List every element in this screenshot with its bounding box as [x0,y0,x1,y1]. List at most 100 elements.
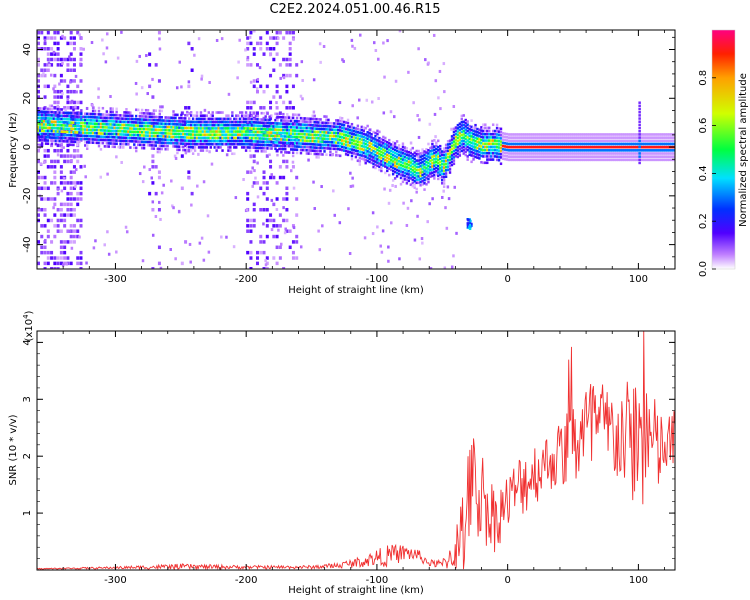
heatmap-cell [582,145,585,149]
heatmap-cell [460,149,463,153]
heatmap-cell [642,142,646,146]
heatmap-cell [115,155,118,159]
heatmap-cell [38,129,42,132]
heatmap-cell [350,145,354,148]
heatmap-cell [244,139,248,143]
heatmap-cell [372,162,375,166]
heatmap-cell [648,152,652,155]
heatmap-cell [189,142,193,146]
heatmap-cell [621,142,624,146]
heatmap-cell [331,128,334,131]
heatmap-cell [87,125,91,128]
heatmap-cell [427,174,430,177]
heatmap-cell [482,155,485,158]
heatmap-cell [146,109,150,112]
heatmap-cell [72,140,75,144]
heatmap-cell [164,122,167,126]
heatmap-cell [464,125,467,128]
heatmap-cell [552,149,556,152]
heatmap-cell [40,110,44,114]
heatmap-cell [276,137,279,141]
heatmap-cell [452,254,455,258]
heatmap-cell [91,122,95,125]
heatmap-cell [356,124,360,128]
heatmap-cell [221,133,224,137]
heatmap-cell [262,181,266,185]
heatmap-cell [119,123,122,127]
heatmap-cell [288,125,291,129]
heatmap-cell [368,157,371,161]
heatmap-cell [646,155,650,158]
heatmap-cell [138,127,142,131]
heatmap-cell [467,218,470,222]
heatmap-cell [305,129,309,133]
heatmap-cell [405,166,409,169]
heatmap-cell [629,139,632,143]
heatmap-cell [448,164,452,168]
heatmap-cell [152,121,156,125]
heatmap-cell [435,170,438,173]
heatmap-cell [321,153,324,156]
heatmap-cell [490,136,493,139]
heatmap-cell [611,158,614,162]
heatmap-cell [354,139,358,143]
heatmap-cell [272,125,275,128]
heatmap-cell [358,156,362,160]
heatmap-cell [52,110,56,114]
heatmap-cell [76,256,80,260]
heatmap-cell [78,235,81,239]
heatmap-cell [170,132,173,135]
heatmap-cell [417,168,420,172]
heatmap-cell [201,130,205,133]
heatmap-cell [509,136,513,139]
heatmap-cell [256,143,260,147]
heatmap-cell [580,136,583,139]
heatmap-cell [178,120,181,123]
heatmap-cell [180,135,183,139]
heatmap-cell [156,128,160,132]
x-tick-label: -200 [235,575,258,586]
heatmap-cell [395,159,399,162]
heatmap-cell [276,118,279,122]
heatmap-cell [50,165,54,169]
heatmap-cell [590,149,593,152]
heatmap-cell [40,129,44,133]
heatmap-cell [121,136,124,139]
heatmap-cell [278,111,282,115]
heatmap-cell [429,169,432,172]
heatmap-cell [53,213,57,217]
heatmap-cell [215,120,218,124]
heatmap-cell [158,134,161,138]
heatmap-cell [642,149,646,152]
heatmap-cell [62,117,65,121]
heatmap-cell [87,122,91,125]
heatmap-cell [562,155,565,158]
heatmap-cell [235,139,238,143]
heatmap-cell [265,207,269,212]
heatmap-cell [421,173,424,177]
heatmap-cell [256,121,260,124]
heatmap-cell [519,152,522,155]
heatmap-cell [79,256,83,260]
heatmap-cell [313,146,316,149]
heatmap-cell [464,147,467,150]
heatmap-cell [56,229,60,233]
heatmap-cell [284,119,287,122]
heatmap-cell [54,123,58,127]
heatmap-cell [191,120,195,124]
heatmap-cell [282,138,285,141]
heatmap-cell [511,158,514,162]
heatmap-cell [262,191,266,196]
heatmap-cell [86,115,89,119]
heatmap-cell [613,136,616,139]
heatmap-cell [480,129,483,132]
heatmap-cell [188,145,191,149]
heatmap-cell [172,129,175,132]
heatmap-cell [554,158,558,162]
heatmap-cell [209,117,212,121]
heatmap-cell [63,181,67,185]
heatmap-cell [42,160,46,164]
heatmap-cell [280,125,283,129]
heatmap-cell [466,158,469,161]
heatmap-cell [317,133,320,137]
